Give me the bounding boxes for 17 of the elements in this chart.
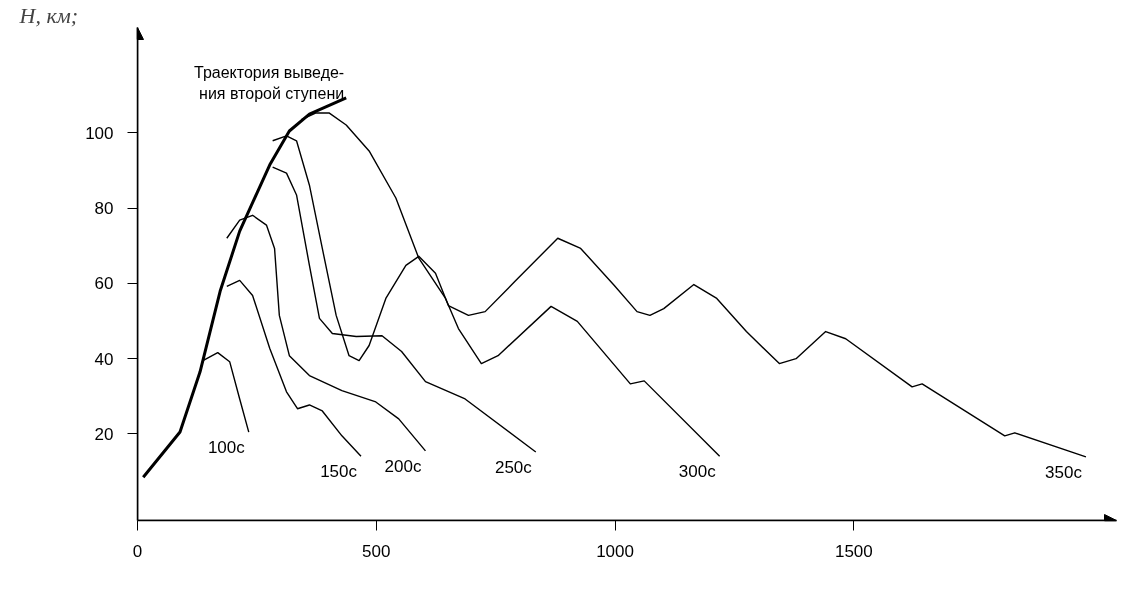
y-tick-label: 60 (94, 274, 114, 294)
x-tick-label: 0 (132, 541, 143, 561)
series-label: Траектория выведе- ния второй ступени (194, 64, 345, 102)
y-tick-label: 80 (94, 199, 114, 219)
x-tick-label: 500 (362, 541, 391, 561)
y-tick-label: 40 (94, 349, 114, 369)
series-label: 100с (207, 438, 246, 458)
series-label: 250с (494, 458, 533, 478)
series-label: 350с (1045, 462, 1083, 482)
x-tick-label: 1500 (834, 541, 873, 561)
y-axis-title: H, км; (18, 2, 79, 28)
y-tick-label: 20 (94, 424, 114, 444)
x-tick-label: 1000 (596, 541, 634, 561)
series-label: 200с (384, 456, 422, 476)
series-label: 150с (320, 462, 358, 482)
series-label: 300с (678, 462, 717, 482)
y-tick-label: 100 (85, 123, 114, 143)
